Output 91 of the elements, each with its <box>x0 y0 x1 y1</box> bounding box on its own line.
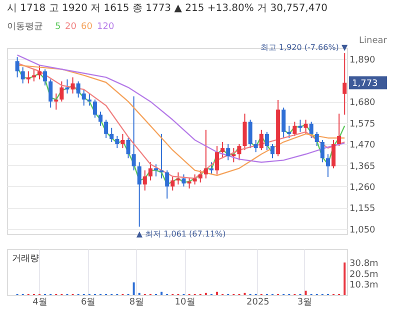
candlestick <box>43 68 48 86</box>
y-tick-label: 10.3m <box>350 280 378 291</box>
candlestick <box>287 125 292 138</box>
candlestick <box>65 78 70 94</box>
candlestick <box>215 146 220 175</box>
candlestick <box>170 176 175 192</box>
candlestick <box>282 107 286 138</box>
candlestick <box>187 178 192 190</box>
x-tick-label: 2025 <box>246 298 270 308</box>
x-tick-label: 6월 <box>80 298 96 308</box>
candlestick <box>82 88 86 106</box>
candlestick <box>232 148 236 163</box>
candlestick <box>120 133 125 149</box>
candlestick <box>198 170 202 183</box>
y-tick-label: 1,680 <box>350 98 376 108</box>
y-tick-label: 1,470 <box>350 140 376 151</box>
candlestick <box>192 174 197 185</box>
y-tick-label: 1,260 <box>350 182 376 193</box>
x-tick-label: 8월 <box>129 298 144 308</box>
bar <box>304 290 307 295</box>
candlestick <box>337 113 342 147</box>
candlestick <box>60 80 64 102</box>
candlestick <box>182 174 186 187</box>
candlestick <box>304 119 308 134</box>
candlestick <box>160 133 164 179</box>
candlestick <box>220 142 225 159</box>
candlestick <box>132 96 136 171</box>
candlestick <box>326 154 330 178</box>
candlestick <box>226 144 230 161</box>
candlestick <box>165 170 170 200</box>
candlestick <box>76 80 80 98</box>
text: 시 1718 고 1920 저 1615 종 1773 ▲ 215 +13.80% 거 30,757,470 <box>7 3 328 14</box>
text: 거래량 <box>12 254 39 264</box>
candlestick <box>20 66 25 84</box>
candlestick <box>98 111 103 126</box>
bar <box>160 292 163 295</box>
annotation: 최고 1,920 (-7.66%) ▼ <box>260 43 348 52</box>
y-tick-label: 30.8m <box>350 259 378 270</box>
candlestick <box>26 70 30 84</box>
candlestick <box>110 127 114 143</box>
candlestick <box>264 131 269 151</box>
bar <box>132 282 135 295</box>
x-tick-label: 10월 <box>174 298 196 308</box>
candlestick <box>237 144 242 161</box>
ref-line-label: 1,773 <box>352 78 378 89</box>
annotation: ▲ 최저 1,061 (67.11%) <box>136 230 226 239</box>
candlestick <box>270 144 274 159</box>
candlestick <box>37 64 42 80</box>
candlestick <box>209 162 214 175</box>
y-tick-label: 1,155 <box>350 204 376 214</box>
candlestick <box>292 121 297 136</box>
y-tick-label: 20.5m <box>350 270 378 280</box>
candlestick <box>54 92 58 110</box>
candlestick <box>154 164 158 177</box>
y-tick-label: 1,365 <box>350 162 376 172</box>
text: 5 <box>55 22 61 32</box>
candlestick <box>309 121 314 138</box>
y-tick-label: 1,890 <box>350 56 376 66</box>
candlestick <box>32 68 36 82</box>
candlestick <box>314 131 319 147</box>
candlestick <box>48 78 53 108</box>
text: 20 <box>65 22 77 32</box>
candlestick <box>259 129 264 151</box>
candlestick <box>254 139 258 153</box>
candlestick <box>342 52 347 116</box>
x-tick-label: 4월 <box>32 298 48 308</box>
candlestick <box>92 99 97 118</box>
candlestick <box>298 119 302 132</box>
x-tick-label: 3월 <box>297 298 312 308</box>
candlestick <box>137 162 142 228</box>
candlestick <box>204 129 208 179</box>
candlestick <box>15 56 20 78</box>
candlestick <box>320 139 324 163</box>
bar <box>344 262 346 295</box>
bar <box>216 292 218 295</box>
candlestick <box>70 76 75 94</box>
candlestick <box>115 135 120 149</box>
candlestick <box>148 162 152 181</box>
candlestick <box>87 92 92 106</box>
candlestick <box>142 170 147 192</box>
text: 120 <box>97 22 114 32</box>
text: Linear <box>359 36 388 46</box>
candlestick <box>126 137 130 159</box>
y-tick-label: 1,050 <box>350 225 376 236</box>
y-tick-label: 1,575 <box>350 119 376 130</box>
candlestick <box>104 119 108 138</box>
text: 60 <box>81 22 93 32</box>
candlestick <box>248 119 252 149</box>
legend-title: 이동평균 <box>7 22 43 32</box>
candlestick <box>332 139 336 169</box>
candlestick <box>176 172 180 185</box>
